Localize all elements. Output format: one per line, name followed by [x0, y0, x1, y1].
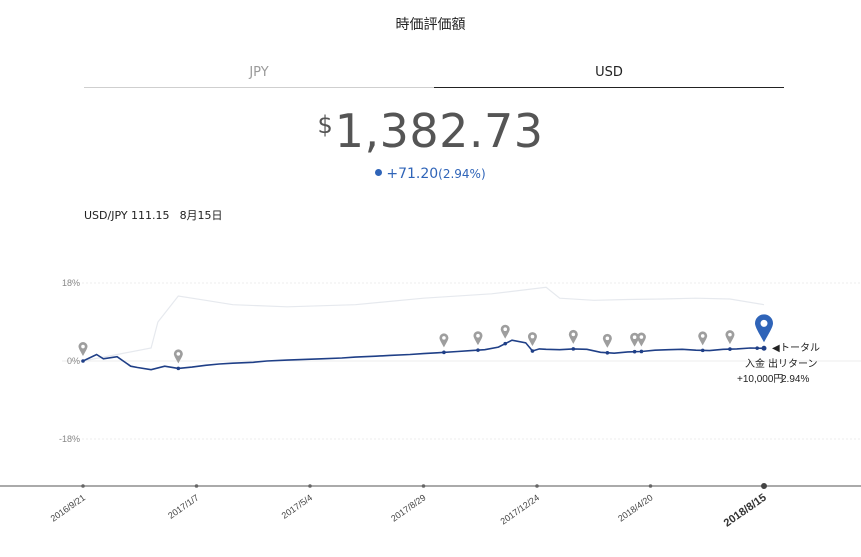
- event-marker-icon[interactable]: [568, 329, 578, 344]
- event-dot: [632, 349, 637, 354]
- event-dot: [755, 346, 759, 350]
- tab-jpy[interactable]: JPY: [84, 62, 434, 88]
- event-marker-hole: [700, 334, 705, 338]
- chart-legend: ◀ トータル 入金 出リターン +10,000円 2.94%: [737, 342, 820, 385]
- amount-value: 1,382.73: [334, 104, 544, 158]
- tab-usd[interactable]: USD: [434, 62, 784, 88]
- event-dots: [81, 341, 759, 371]
- event-marker-hole: [176, 352, 181, 356]
- x-tick-label: 2016/9/21: [49, 492, 88, 523]
- page-title: 時価評価額: [395, 17, 466, 33]
- change-dot-icon: [375, 169, 383, 176]
- current-location-pin-icon[interactable]: [755, 314, 773, 343]
- x-tick-dot: [421, 484, 426, 488]
- event-marker-icon[interactable]: [725, 330, 735, 345]
- legend-total-arrow-icon: ◀: [772, 343, 780, 354]
- legend-deposit-label: 入金: [745, 357, 765, 370]
- x-tick-dot: [535, 484, 539, 488]
- x-tick-label: 2017/12/24: [499, 492, 542, 526]
- event-dot: [503, 341, 508, 346]
- event-markers: [78, 324, 735, 364]
- currency-symbol: $: [317, 111, 333, 139]
- event-marker-hole: [605, 336, 610, 341]
- legend-withdraw-return-label: 出リターン: [768, 357, 818, 370]
- event-marker-hole: [632, 335, 637, 340]
- x-tick-label: 2017/5/4: [280, 492, 314, 520]
- event-dot: [571, 347, 576, 351]
- event-marker-hole: [571, 332, 576, 337]
- x-tick-label: 2017/8/29: [389, 492, 428, 523]
- event-dot: [81, 359, 85, 363]
- current-location-pin-hole: [760, 319, 768, 327]
- x-axis: 2016/9/21 2017/1/7 2017/5/4 2017/8/29 2017/1…: [0, 483, 861, 530]
- valuation-change: +71.20(2.94%): [0, 166, 861, 182]
- legend-deposit-value: +10,000円: [737, 374, 783, 385]
- event-marker-icon[interactable]: [473, 331, 483, 346]
- event-marker-hole: [442, 336, 446, 340]
- valuation-amount: $1,382.73: [0, 104, 861, 158]
- event-marker-hole: [476, 333, 480, 338]
- event-marker-icon[interactable]: [173, 349, 183, 364]
- x-tick-label: 2018/4/20: [616, 492, 655, 523]
- y-tick-label: -18%: [59, 434, 80, 444]
- event-dot: [442, 350, 446, 355]
- event-dot: [530, 349, 535, 353]
- x-tick-label: 2017/1/7: [166, 492, 200, 520]
- x-tick-dot: [308, 484, 312, 488]
- legend-return-value: 2.94%: [781, 374, 809, 385]
- event-dot: [176, 366, 181, 371]
- event-dot: [728, 347, 732, 351]
- total-return-line: [82, 339, 765, 371]
- event-marker-hole: [728, 332, 732, 337]
- event-dot: [639, 349, 644, 354]
- event-marker-icon[interactable]: [630, 332, 640, 347]
- y-tick-label: 0%: [67, 356, 80, 366]
- fx-date: 8月15日: [179, 209, 223, 222]
- event-marker-icon[interactable]: [500, 324, 510, 339]
- current-marker: [755, 314, 773, 351]
- event-dot: [476, 348, 480, 352]
- event-marker-hole: [639, 335, 644, 339]
- event-marker-icon[interactable]: [78, 342, 88, 356]
- event-dot: [605, 350, 610, 355]
- x-tick-label: 2018/8/15: [722, 492, 769, 530]
- currency-tabs: JPY USD: [84, 62, 784, 88]
- event-dot: [700, 348, 705, 353]
- chart-grid: [62, 282, 861, 440]
- event-marker-icon[interactable]: [602, 333, 612, 348]
- event-marker-icon[interactable]: [439, 333, 449, 348]
- event-marker-icon[interactable]: [698, 331, 708, 346]
- fx-pair: USD/JPY 111.15: [84, 209, 170, 222]
- x-tick-dot: [648, 484, 653, 488]
- change-value: +71.20: [386, 166, 439, 182]
- change-percent: (2.94%): [438, 167, 486, 181]
- deposit-line: [82, 286, 765, 362]
- y-axis-ticks: 18% 0% -18%: [59, 278, 80, 444]
- event-marker-icon[interactable]: [527, 332, 537, 347]
- x-tick-dot: [81, 484, 85, 488]
- event-marker-hole: [503, 327, 508, 332]
- x-tick-dot: [761, 483, 767, 489]
- event-marker-icon[interactable]: [636, 332, 646, 347]
- x-tick-dot: [194, 484, 199, 488]
- event-marker-hole: [81, 344, 85, 349]
- current-dot: [761, 345, 767, 351]
- legend-total-label: トータル: [780, 342, 820, 354]
- event-marker-hole: [530, 334, 535, 339]
- y-tick-label: 18%: [62, 278, 80, 288]
- fx-rate: USD/JPY 111.15 8月15日: [84, 207, 223, 223]
